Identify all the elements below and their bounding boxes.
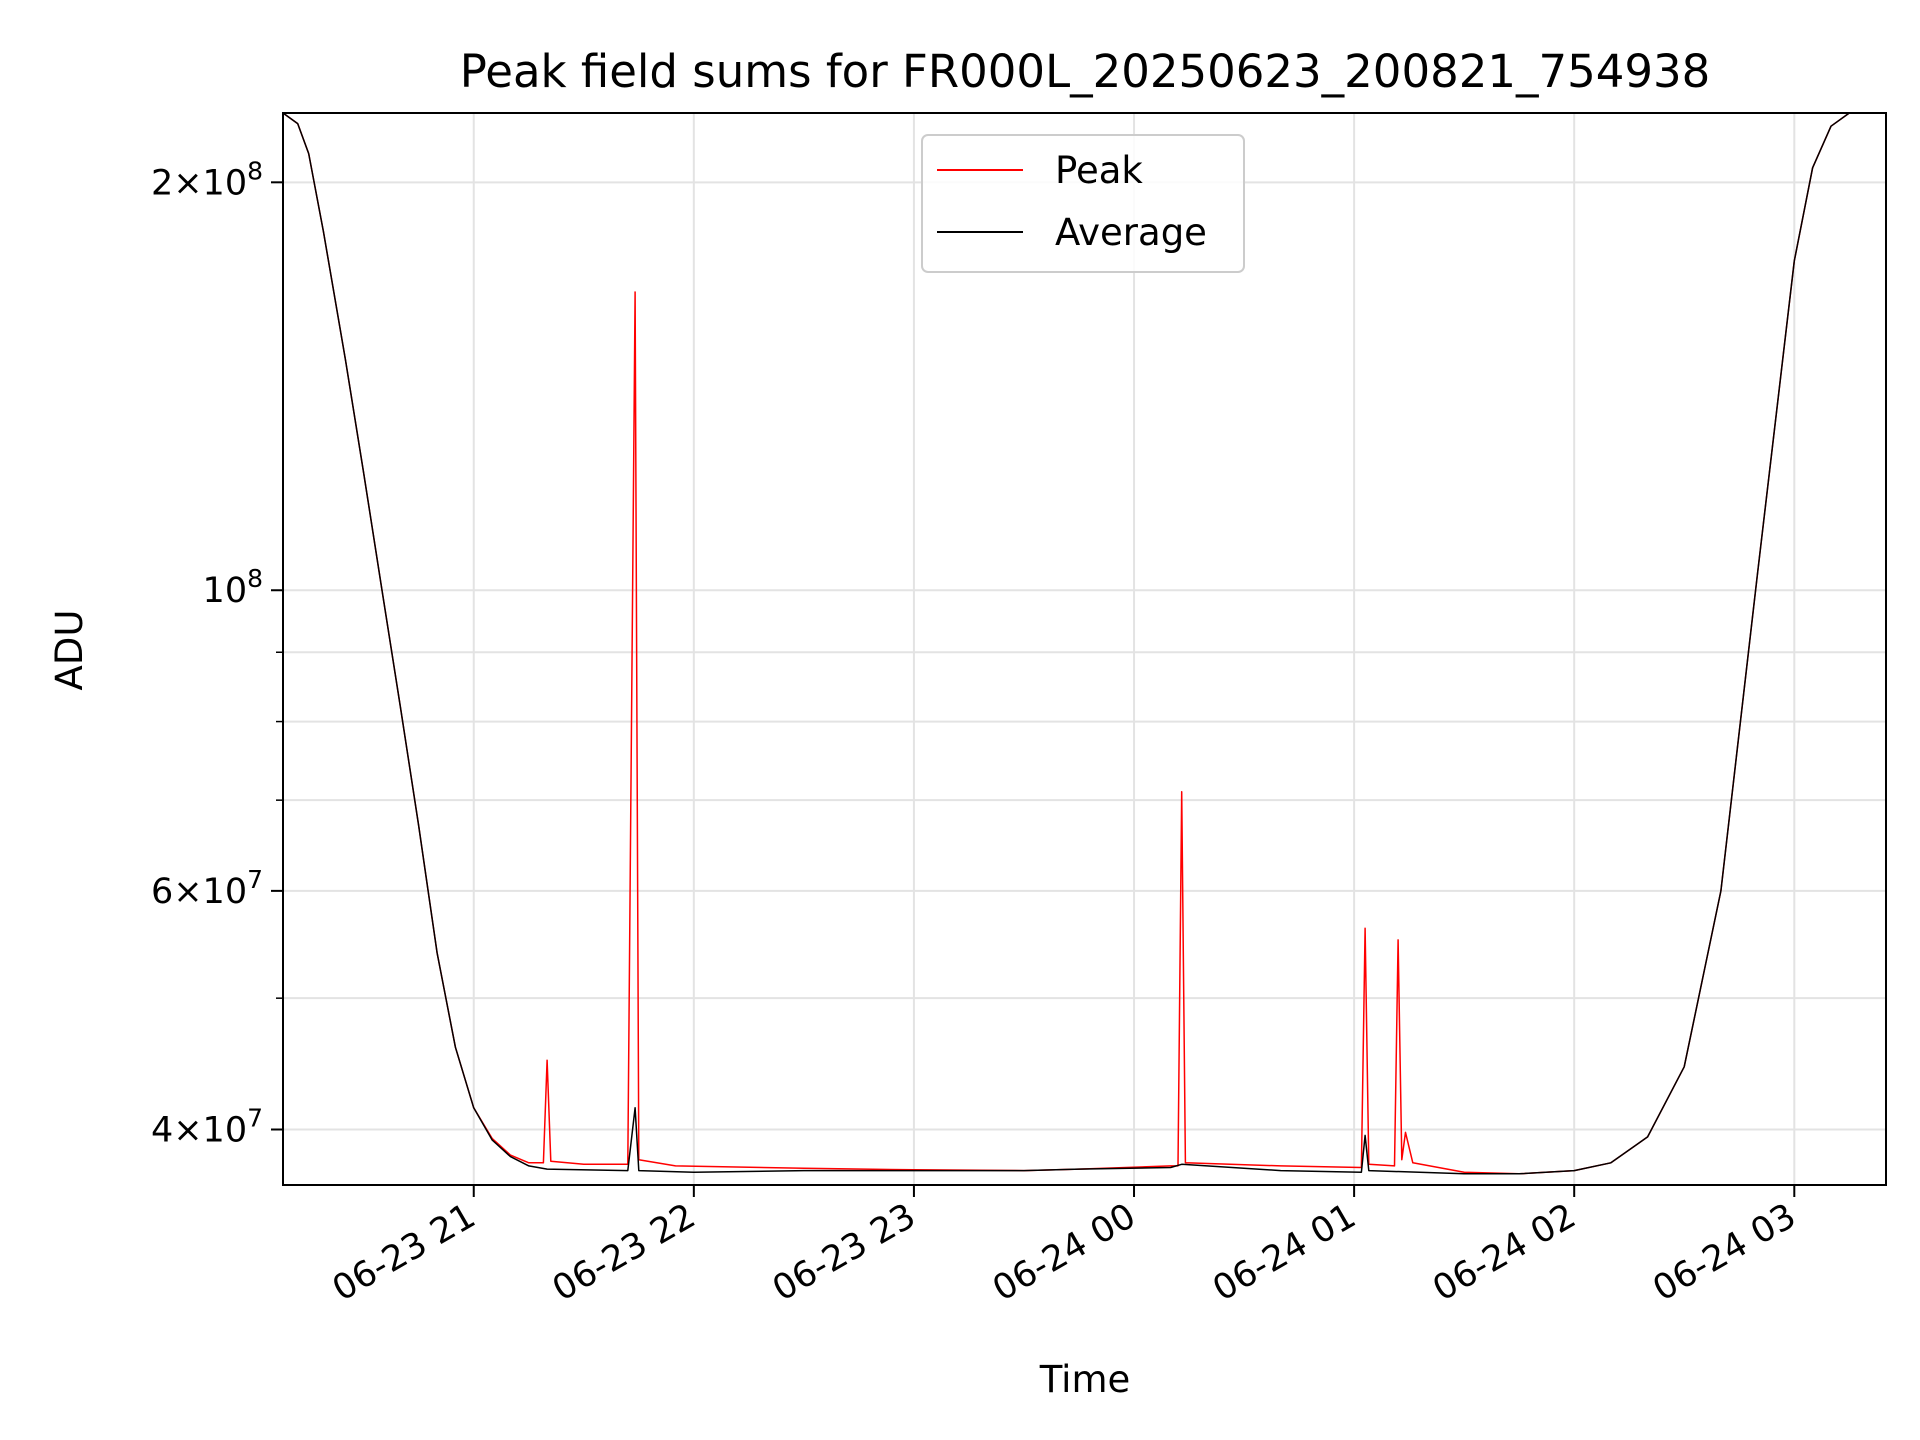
y-tick-label: 108 bbox=[203, 564, 263, 611]
plot-frame bbox=[282, 112, 1887, 1186]
x-axis-label: Time bbox=[1039, 1358, 1131, 1401]
chart-title: Peak field sums for FR000L_20250623_2008… bbox=[460, 45, 1711, 98]
legend-label-average: Average bbox=[1055, 211, 1207, 254]
legend: Peak Average bbox=[921, 134, 1245, 273]
plot-series bbox=[282, 112, 1886, 1175]
series-line-average bbox=[282, 112, 1886, 1175]
y-axis-label: ADU bbox=[48, 610, 91, 691]
y-tick-label: 6×107 bbox=[151, 865, 263, 912]
y-tick-label: 4×107 bbox=[151, 1103, 263, 1150]
legend-label-peak: Peak bbox=[1055, 149, 1143, 192]
y-tick-label: 2×108 bbox=[151, 156, 263, 203]
